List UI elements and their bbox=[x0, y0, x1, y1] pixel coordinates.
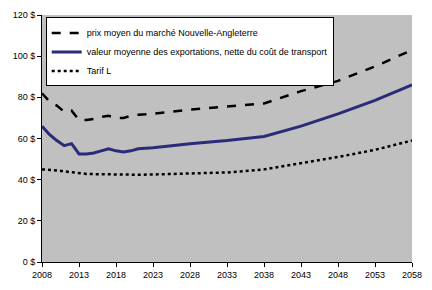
svg-text:2018: 2018 bbox=[106, 270, 126, 280]
svg-text:Tarif L: Tarif L bbox=[87, 66, 112, 76]
svg-text:prix moyen du marché Nouvelle-: prix moyen du marché Nouvelle-Angleterre bbox=[87, 28, 258, 38]
svg-text:2038: 2038 bbox=[254, 270, 274, 280]
svg-text:2028: 2028 bbox=[180, 270, 200, 280]
svg-text:0 $: 0 $ bbox=[23, 257, 36, 267]
svg-text:valeur moyenne des exportation: valeur moyenne des exportations, nette d… bbox=[87, 47, 328, 57]
svg-text:2053: 2053 bbox=[365, 270, 385, 280]
svg-text:2013: 2013 bbox=[69, 270, 89, 280]
svg-text:80 $: 80 $ bbox=[18, 92, 36, 102]
svg-text:60 $: 60 $ bbox=[18, 134, 36, 144]
svg-text:2023: 2023 bbox=[143, 270, 163, 280]
svg-text:2048: 2048 bbox=[328, 270, 348, 280]
svg-text:100 $: 100 $ bbox=[13, 51, 36, 61]
svg-text:2008: 2008 bbox=[32, 270, 52, 280]
svg-text:2033: 2033 bbox=[217, 270, 237, 280]
svg-text:2058: 2058 bbox=[402, 270, 422, 280]
svg-text:20 $: 20 $ bbox=[18, 216, 36, 226]
svg-text:120 $: 120 $ bbox=[13, 10, 36, 20]
svg-text:2043: 2043 bbox=[291, 270, 311, 280]
svg-text:40 $: 40 $ bbox=[18, 175, 36, 185]
